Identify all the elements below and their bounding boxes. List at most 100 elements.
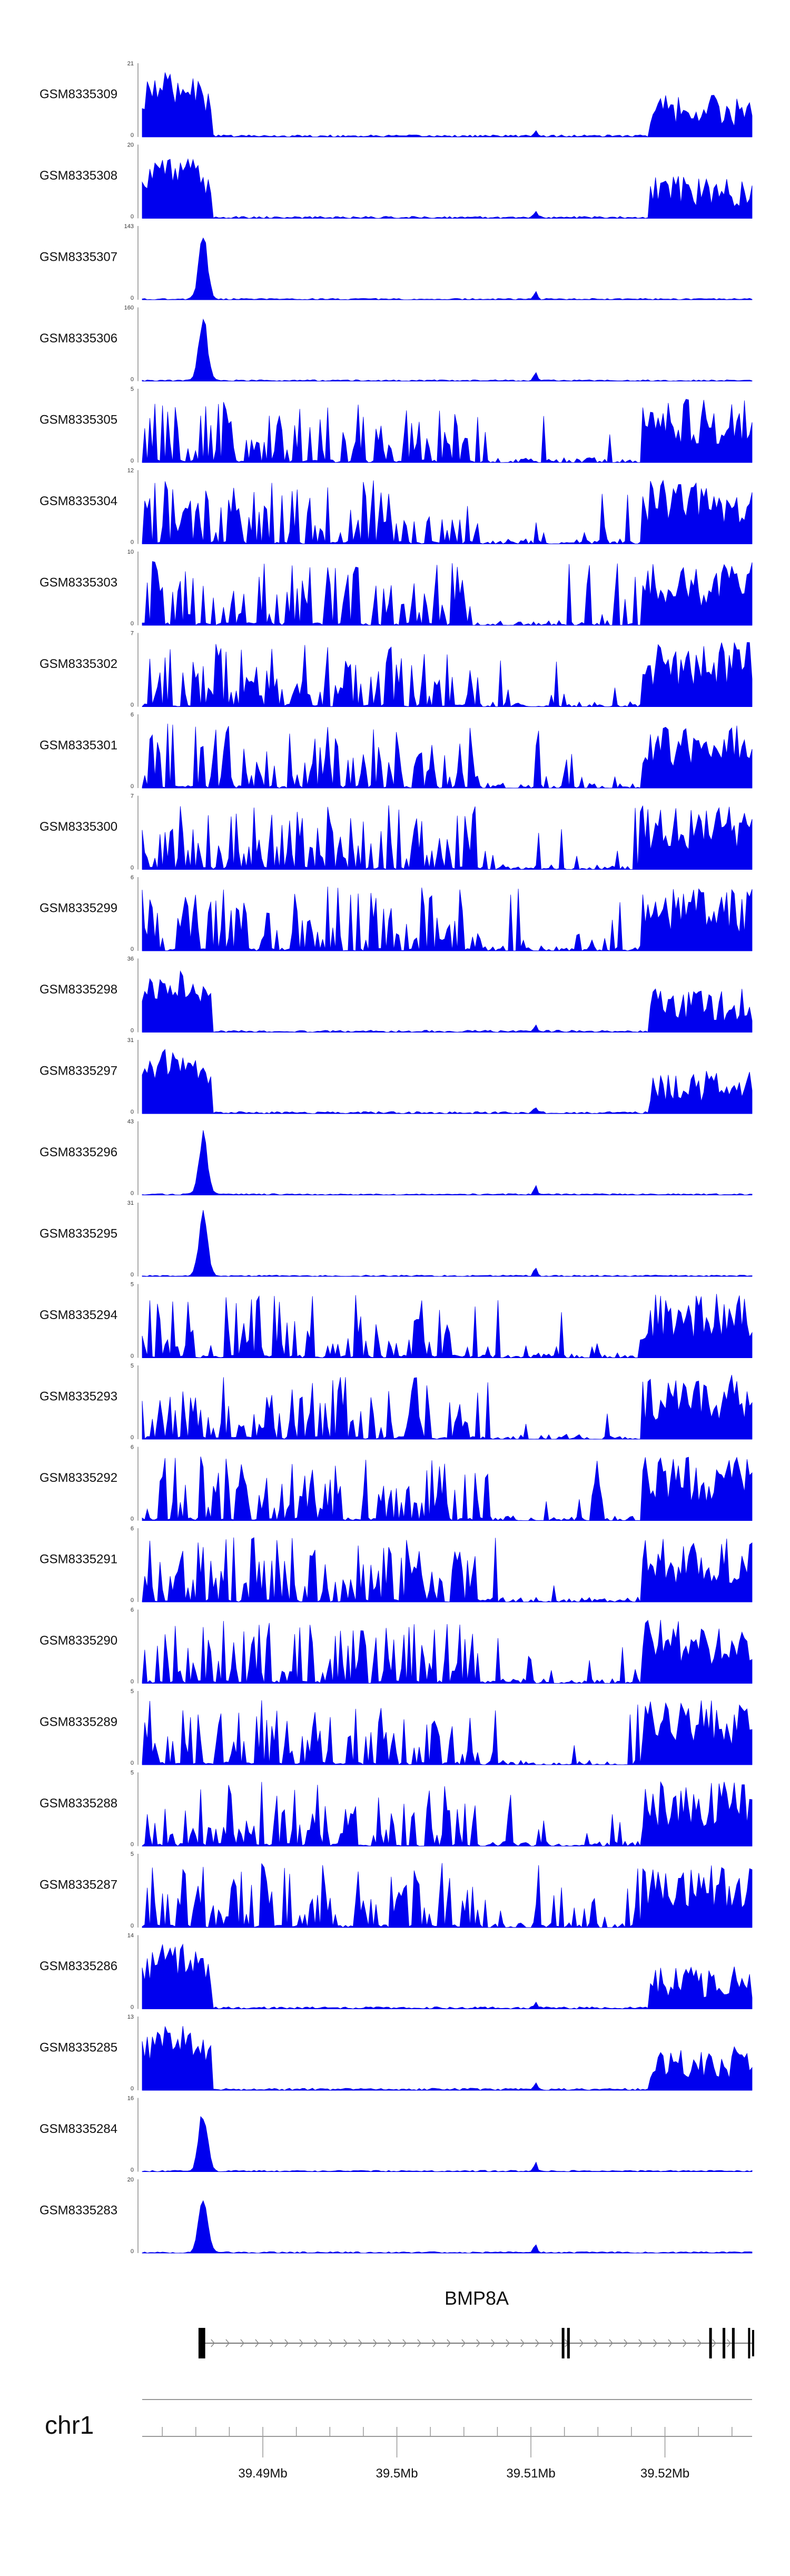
- ylim-max-label: 36: [127, 956, 134, 962]
- track-GSM8335300: GSM8335300 7 0: [39, 793, 753, 871]
- coverage-area: [142, 1294, 753, 1359]
- track-GSM8335290: GSM8335290 6 0: [39, 1607, 753, 1685]
- gene-exon: [732, 2328, 735, 2358]
- track-GSM8335298: GSM8335298 36 0: [39, 956, 753, 1034]
- ylim-min-label: 0: [131, 2167, 134, 2174]
- ylim-min-label: 0: [131, 702, 134, 709]
- ylim-min-label: 0: [131, 295, 134, 301]
- coverage-area: [142, 1781, 753, 1847]
- ylim-max-label: 6: [131, 712, 134, 718]
- coverage-area: [142, 1374, 753, 1440]
- track-label: GSM8335308: [39, 169, 117, 183]
- ylim-min-label: 0: [131, 1760, 134, 1766]
- strand-chevron: [343, 2339, 348, 2347]
- ylim-min-label: 0: [131, 1272, 134, 1278]
- ylim-max-label: 13: [127, 2014, 134, 2020]
- coverage-area: [142, 1700, 753, 1766]
- track-label: GSM8335304: [39, 494, 117, 508]
- track-GSM8335283: GSM8335283 20 0: [39, 2177, 753, 2255]
- track-GSM8335285: GSM8335285 13 0: [39, 2014, 753, 2092]
- ylim-min-label: 0: [131, 865, 134, 871]
- strand-chevron: [594, 2339, 598, 2347]
- ylim-min-label: 0: [131, 1353, 134, 1360]
- ylim-min-label: 0: [131, 1434, 134, 1441]
- coverage-area: [142, 970, 753, 1033]
- track-GSM8335287: GSM8335287 5 0: [39, 1851, 753, 1929]
- ylim-min-label: 0: [131, 214, 134, 220]
- ylim-min-label: 0: [131, 1028, 134, 1034]
- strand-chevron: [447, 2339, 451, 2347]
- strand-chevron: [284, 2339, 289, 2347]
- coverage-area: [142, 72, 753, 137]
- coverage-area: [142, 887, 753, 951]
- strand-chevron: [432, 2339, 436, 2347]
- ylim-min-label: 0: [131, 1109, 134, 1115]
- track-label: GSM8335283: [39, 2203, 117, 2217]
- gene-exon: [748, 2328, 750, 2358]
- strand-chevron: [535, 2339, 539, 2347]
- track-GSM8335288: GSM8335288 5 0: [39, 1770, 753, 1848]
- strand-chevron: [476, 2339, 480, 2347]
- track-GSM8335293: GSM8335293 5 0: [39, 1363, 753, 1441]
- track-GSM8335307: GSM8335307 143 0: [39, 223, 753, 301]
- track-GSM8335301: GSM8335301 6 0: [39, 712, 753, 790]
- strand-chevron: [491, 2339, 495, 2347]
- track-GSM8335303: GSM8335303 10 0: [39, 549, 753, 627]
- strand-chevron: [506, 2339, 510, 2347]
- strand-chevron: [727, 2339, 731, 2347]
- track-label: GSM8335307: [39, 250, 117, 264]
- ylim-max-label: 5: [131, 1688, 134, 1695]
- track-GSM8335297: GSM8335297 31 0: [39, 1037, 753, 1115]
- ylim-max-label: 7: [131, 793, 134, 800]
- strand-chevron: [314, 2339, 318, 2347]
- gene-exon: [709, 2328, 712, 2358]
- track-label: GSM8335290: [39, 1634, 117, 1648]
- strand-chevron: [520, 2339, 525, 2347]
- gene-exon: [752, 2330, 754, 2356]
- ylim-max-label: 6: [131, 1607, 134, 1614]
- ylim-min-label: 0: [131, 946, 134, 952]
- strand-chevron: [225, 2339, 230, 2347]
- track-GSM8335284: GSM8335284 16 0: [39, 2096, 753, 2174]
- coverage-area: [142, 1537, 753, 1603]
- ylim-min-label: 0: [131, 1679, 134, 1685]
- coverage-area: [142, 2200, 753, 2254]
- ylim-max-label: 7: [131, 631, 134, 637]
- strand-chevron: [683, 2339, 687, 2347]
- ylim-min-label: 0: [131, 621, 134, 627]
- track-label: GSM8335291: [39, 1552, 117, 1566]
- track-label: GSM8335286: [39, 1959, 117, 1973]
- track-label: GSM8335298: [39, 982, 117, 997]
- track-label: GSM8335284: [39, 2122, 117, 2136]
- strand-chevron: [329, 2339, 333, 2347]
- strand-chevron: [358, 2339, 362, 2347]
- track-GSM8335308: GSM8335308 20 0: [39, 142, 753, 220]
- coverage-area: [142, 561, 753, 626]
- strand-chevron: [668, 2339, 672, 2347]
- ylim-min-label: 0: [131, 377, 134, 383]
- track-label: GSM8335288: [39, 1796, 117, 1811]
- strand-chevron: [697, 2339, 702, 2347]
- track-GSM8335296: GSM8335296 43 0: [39, 1119, 753, 1197]
- coverage-area: [142, 1210, 753, 1277]
- ylim-min-label: 0: [131, 1923, 134, 1929]
- gene-exon: [561, 2328, 565, 2358]
- ylim-min-label: 0: [131, 1191, 134, 1197]
- ylim-min-label: 0: [131, 2004, 134, 2011]
- ylim-max-label: 31: [127, 1037, 134, 1044]
- track-label: GSM8335303: [39, 575, 117, 589]
- track-label: GSM8335299: [39, 901, 117, 915]
- strand-chevron: [638, 2339, 643, 2347]
- track-GSM8335294: GSM8335294 5 0: [39, 1282, 753, 1360]
- genome-axis: chr1 39.49Mb 39.5Mb 39.51Mb 39.52Mb: [45, 2399, 752, 2481]
- track-label: GSM8335285: [39, 2040, 117, 2054]
- coverage-area: [142, 1049, 753, 1114]
- ylim-max-label: 5: [131, 1282, 134, 1288]
- coverage-area: [142, 479, 753, 545]
- track-label: GSM8335292: [39, 1471, 117, 1485]
- track-GSM8335286: GSM8335286 14 0: [39, 1933, 753, 2011]
- track-label: GSM8335302: [39, 657, 117, 671]
- coverage-area: [142, 805, 753, 870]
- strand-chevron: [373, 2339, 377, 2347]
- ylim-max-label: 20: [127, 142, 134, 149]
